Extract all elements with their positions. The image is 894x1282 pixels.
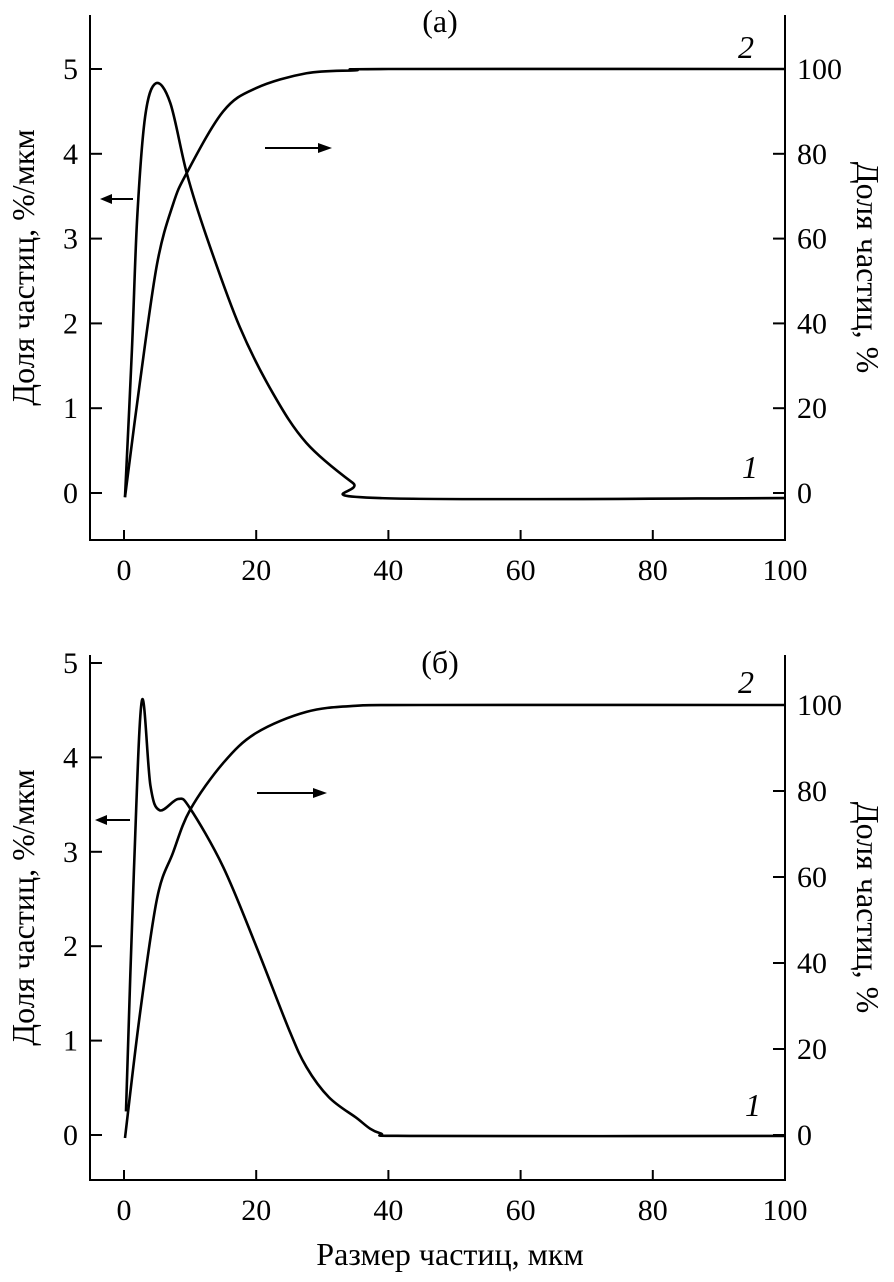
x-tick-label: 0 bbox=[117, 554, 132, 587]
series-2-label: 2 bbox=[738, 29, 754, 65]
x-tick-label: 60 bbox=[506, 554, 536, 587]
y-left-tick-label: 2 bbox=[63, 307, 78, 340]
y-right-tick-label: 0 bbox=[797, 477, 812, 510]
y-right-tick-label: 0 bbox=[797, 1119, 812, 1152]
y-right-tick-label: 100 bbox=[797, 53, 842, 86]
panel-title: (б) bbox=[421, 644, 459, 680]
y-right-tick-label: 60 bbox=[797, 861, 827, 894]
series-1-line bbox=[123, 81, 786, 501]
y-right-tick-label: 20 bbox=[797, 1033, 827, 1066]
y-left-tick-label: 4 bbox=[63, 741, 78, 774]
y-left-tick-label: 0 bbox=[63, 477, 78, 510]
y-right-tick-label: 20 bbox=[797, 392, 827, 425]
x-tick-label: 0 bbox=[117, 1194, 132, 1227]
left-arrow-head-icon bbox=[100, 194, 112, 204]
series-1-label: 1 bbox=[742, 449, 758, 485]
y-left-tick-label: 0 bbox=[63, 1119, 78, 1152]
panel-b: 0 20 40 60 80 100 0 1 2 3 4 5 0 20 40 60 80 100 Доля части… bbox=[5, 644, 886, 1227]
series-2-line bbox=[123, 703, 786, 1139]
panel-title: (а) bbox=[422, 3, 458, 39]
y-right-tick-label: 60 bbox=[797, 223, 827, 256]
y-left-tick-label: 1 bbox=[63, 1025, 78, 1058]
x-tick-label: 40 bbox=[373, 1194, 403, 1227]
y-right-tick-label: 80 bbox=[797, 775, 827, 808]
series-2-line bbox=[123, 67, 786, 498]
x-tick-label: 100 bbox=[763, 1194, 808, 1227]
x-tick-label: 20 bbox=[241, 554, 271, 587]
axes-frame bbox=[89, 655, 786, 1181]
series-1-line bbox=[124, 697, 786, 1138]
series-1-label: 1 bbox=[745, 1087, 761, 1123]
right-arrow-head-icon bbox=[313, 788, 327, 798]
x-tick-label: 80 bbox=[638, 554, 668, 587]
y-left-tick-label: 3 bbox=[63, 223, 78, 256]
series-2-label: 2 bbox=[738, 664, 754, 700]
y-right-axis-label: Доля частиц, % bbox=[850, 802, 886, 1013]
panel-a: 0 20 40 60 80 100 0 1 2 3 4 5 0 20 40 60 80 100 Доля части… bbox=[5, 3, 886, 587]
x-tick-label: 20 bbox=[241, 1194, 271, 1227]
x-tick-label: 40 bbox=[373, 554, 403, 587]
y-right-tick-label: 80 bbox=[797, 138, 827, 171]
y-right-tick-label: 40 bbox=[797, 307, 827, 340]
y-right-tick-label: 40 bbox=[797, 947, 827, 980]
y-left-tick-label: 5 bbox=[63, 647, 78, 680]
y-left-axis-label: Доля частиц, %/мкм bbox=[5, 129, 41, 405]
x-axis-label: Размер частиц, мкм bbox=[316, 1236, 583, 1272]
y-left-tick-label: 1 bbox=[63, 392, 78, 425]
y-left-tick-label: 4 bbox=[63, 138, 78, 171]
y-right-tick-label: 100 bbox=[797, 689, 842, 722]
y-left-tick-label: 3 bbox=[63, 836, 78, 869]
y-left-tick-label: 2 bbox=[63, 930, 78, 963]
axes-frame bbox=[89, 15, 786, 541]
left-arrow-head-icon bbox=[95, 815, 107, 825]
x-tick-label: 60 bbox=[506, 1194, 536, 1227]
right-arrow-head-icon bbox=[318, 143, 332, 153]
y-right-axis-label: Доля частиц, % bbox=[850, 162, 886, 373]
y-left-axis-label: Доля частиц, %/мкм bbox=[5, 769, 41, 1045]
x-tick-label: 80 bbox=[638, 1194, 668, 1227]
y-left-tick-label: 5 bbox=[63, 53, 78, 86]
x-tick-label: 100 bbox=[763, 554, 808, 587]
